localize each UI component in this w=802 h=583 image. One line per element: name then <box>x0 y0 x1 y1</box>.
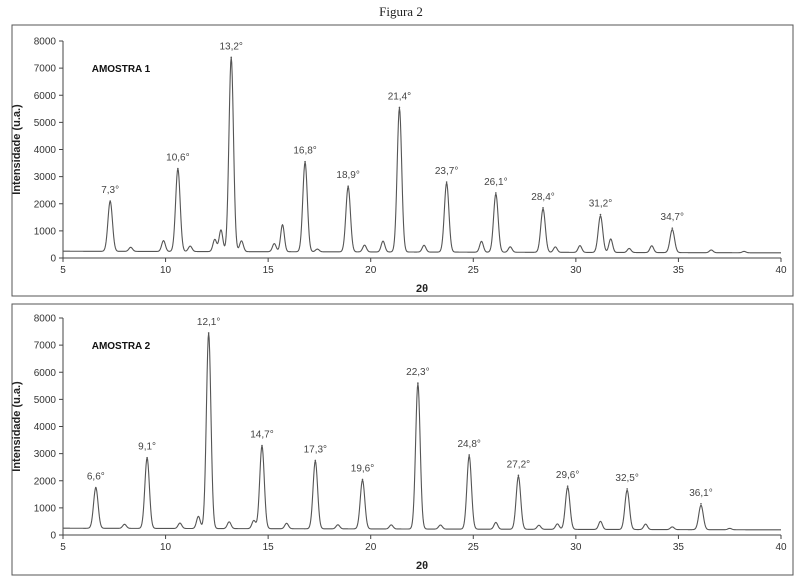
peak-point <box>177 167 179 170</box>
y-tick-label: 5000 <box>34 118 57 129</box>
peak-point <box>700 503 702 505</box>
chart-panel-amostra-1: 0 1000 2000 3000 4000 5000 6000 7000 8000 5 10 15 20… <box>11 24 794 297</box>
peak-label: 24,8° <box>457 439 480 450</box>
y-tick-label: 6000 <box>34 91 57 102</box>
x-tick-label: 30 <box>570 542 582 553</box>
peak-point <box>599 213 602 216</box>
x-tick-label: 20 <box>365 265 377 276</box>
x-tick-label: 25 <box>468 542 480 553</box>
peak-label: 18,9° <box>336 170 359 181</box>
peak-point <box>542 207 544 209</box>
peak-point <box>566 485 569 487</box>
sample-label: AMOSTRA 2 <box>92 341 151 352</box>
peak-point <box>261 444 263 447</box>
peak-point <box>314 459 317 462</box>
x-tick-label: 15 <box>263 265 275 276</box>
y-tick-label: 6000 <box>34 368 57 379</box>
peak-point <box>146 456 148 459</box>
peak-point <box>626 488 628 490</box>
peak-label: 16,8° <box>293 146 316 157</box>
x-tick-label: 30 <box>570 265 582 276</box>
y-tick-label: 5000 <box>34 395 57 406</box>
y-tick-label: 3000 <box>34 172 57 183</box>
peak-label: 6,6° <box>87 472 105 483</box>
x-tick-label: 35 <box>673 542 685 553</box>
y-tick-label: 8000 <box>34 314 57 325</box>
peak-point <box>398 106 401 109</box>
peak-label: 22,3° <box>406 367 429 378</box>
x-tick-label: 20 <box>365 542 377 553</box>
x-axis-title: 2θ <box>416 283 428 295</box>
x-tick-label: 15 <box>263 542 275 553</box>
y-tick-label: 2000 <box>34 199 57 210</box>
x-tick-label: 40 <box>775 542 787 553</box>
x-tick-label: 40 <box>775 265 787 276</box>
peak-label: 14,7° <box>250 429 273 440</box>
diffractogram-line <box>62 57 782 254</box>
x-tick-label: 25 <box>468 265 480 276</box>
x-tick-label: 10 <box>160 542 172 553</box>
peak-point <box>517 474 520 477</box>
y-tick-label: 1000 <box>34 226 57 237</box>
peak-point <box>468 454 470 456</box>
chart-panel-amostra-2: 0 1000 2000 3000 4000 5000 6000 7000 8000 5 10 15 20… <box>11 303 794 576</box>
y-tick-label: 0 <box>50 254 56 265</box>
peak-label: 27,2° <box>507 459 530 470</box>
peak-label: 9,1° <box>138 442 156 453</box>
y-tick-label: 4000 <box>34 145 57 156</box>
y-tick-label: 8000 <box>34 37 57 48</box>
peak-point <box>304 160 306 163</box>
peak-point <box>417 382 419 384</box>
peak-label: 34,7° <box>661 212 684 223</box>
sample-label: AMOSTRA 1 <box>92 64 151 75</box>
peak-label: 26,1° <box>484 177 507 188</box>
peak-label: 28,4° <box>531 192 554 203</box>
y-tick-label: 1000 <box>34 503 57 514</box>
x-tick-label: 10 <box>160 265 172 276</box>
peak-point <box>230 56 233 59</box>
x-tick-label: 5 <box>60 542 66 553</box>
peak-label: 17,3° <box>304 444 327 455</box>
peak-label: 7,3° <box>101 185 119 196</box>
y-tick-label: 0 <box>50 531 56 542</box>
y-tick-label: 4000 <box>34 422 57 433</box>
peak-label: 32,5° <box>615 473 638 484</box>
peak-point <box>95 486 97 489</box>
peak-point <box>347 185 349 187</box>
peak-label: 13,2° <box>219 41 242 52</box>
peak-label: 12,1° <box>197 317 220 328</box>
peak-label: 29,6° <box>556 470 579 481</box>
y-tick-label: 3000 <box>34 449 57 460</box>
panel-frame <box>11 24 794 297</box>
peak-label: 19,6° <box>351 463 374 474</box>
x-tick-label: 35 <box>673 265 685 276</box>
panel-frame <box>11 303 794 576</box>
y-tick-label: 7000 <box>34 64 57 75</box>
y-tick-label: 7000 <box>34 341 57 352</box>
y-tick-label: 2000 <box>34 476 57 487</box>
peak-point <box>361 478 364 481</box>
peak-point <box>207 332 210 334</box>
figure-title: Figura 2 <box>379 4 423 19</box>
peak-label: 10,6° <box>166 152 189 163</box>
diffractogram-line <box>62 332 782 531</box>
peak-label: 36,1° <box>689 488 712 499</box>
peak-point <box>671 227 674 229</box>
peak-point <box>445 181 448 183</box>
x-tick-label: 5 <box>60 265 66 276</box>
y-axis-title: Intensidade (u.a.) <box>11 381 23 472</box>
y-axis-title: Intensidade (u.a.) <box>11 104 23 195</box>
peak-point <box>109 200 111 202</box>
peak-label: 31,2° <box>589 199 612 210</box>
peak-label: 21,4° <box>388 91 411 102</box>
peak-label: 23,7° <box>435 166 458 177</box>
x-axis-title: 2θ <box>416 560 428 572</box>
peak-point <box>495 192 497 194</box>
